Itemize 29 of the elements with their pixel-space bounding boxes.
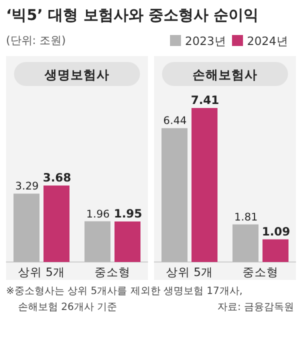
legend-label: 2023년: [185, 34, 226, 48]
x-tick-label: 중소형: [94, 265, 130, 279]
data-label: 1.81: [234, 211, 258, 224]
data-label: 7.41: [190, 93, 220, 107]
text: 자료: 금융감독원: [217, 302, 294, 313]
data-label: 6.44: [163, 115, 188, 128]
x-tick-label: 상위 5개: [166, 265, 213, 279]
legend-label: 2024년: [247, 34, 288, 48]
text: (단위: 조원): [6, 34, 66, 47]
text: 손해보험 26개사 기준: [18, 302, 118, 313]
data-label: 3.68: [42, 170, 72, 185]
data-label: 1.96: [86, 208, 110, 220]
text: ‘빅5’ 대형 보험사와 중소형사 순이익: [6, 6, 259, 24]
bar: [84, 221, 110, 262]
bar: [262, 239, 288, 262]
bar: [14, 194, 40, 262]
x-tick-label: 중소형: [242, 265, 278, 279]
data-label: 1.95: [114, 206, 142, 220]
bar: [44, 186, 70, 262]
text: ※중소형사는 상위 5개사를 제외한 생명보험 17개사,: [6, 286, 243, 297]
bar: [232, 224, 258, 262]
data-label: 1.09: [262, 224, 290, 238]
bar: [162, 128, 188, 262]
bar: [192, 108, 218, 262]
bar: [114, 221, 140, 262]
chart-title: 손해보험사: [192, 67, 258, 82]
x-tick-label: 상위 5개: [18, 265, 65, 279]
data-label: 3.29: [15, 180, 39, 193]
chart-title: 생명보험사: [44, 67, 110, 82]
